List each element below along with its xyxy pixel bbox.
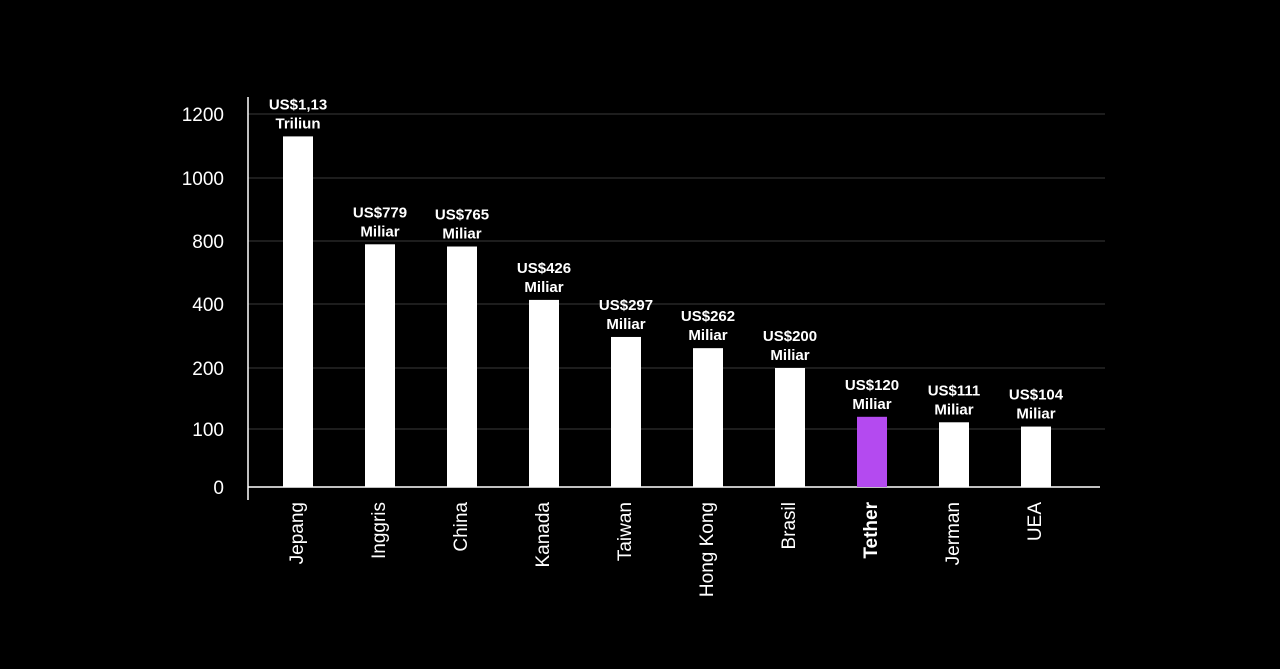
data-label-line: Miliar bbox=[360, 223, 399, 240]
data-label-line: US$297 bbox=[599, 297, 653, 314]
data-label-line: US$104 bbox=[1009, 387, 1064, 404]
data-label-line: Miliar bbox=[770, 347, 809, 364]
data-label-line: Triliun bbox=[276, 115, 321, 132]
category-label-jerman: Jerman bbox=[943, 502, 964, 565]
y-tick-label-1000: 1000 bbox=[182, 169, 224, 190]
data-label-line: US$779 bbox=[353, 204, 407, 221]
bar-kanada bbox=[529, 299, 559, 487]
data-label-line: Miliar bbox=[688, 327, 727, 344]
data-label-line: US$111 bbox=[928, 382, 981, 399]
bar-inggris bbox=[365, 244, 395, 487]
data-label-uea: US$104 Miliar bbox=[1009, 387, 1064, 423]
data-label-line: Miliar bbox=[934, 401, 973, 418]
data-label-line: US$1,13 bbox=[269, 96, 327, 113]
category-label-inggris: Inggris bbox=[369, 502, 390, 559]
data-label-line: Miliar bbox=[606, 316, 645, 333]
y-tick-labels: 0 100 200 400 800 1000 1200 bbox=[182, 105, 224, 499]
bar-uea bbox=[1021, 426, 1051, 487]
data-label-line: Miliar bbox=[1016, 406, 1055, 423]
bar-jerman bbox=[939, 422, 969, 487]
bar-hong-kong bbox=[693, 348, 723, 487]
y-tick-label-1200: 1200 bbox=[182, 105, 224, 126]
data-label-jepang: US$1,13 Triliun bbox=[269, 96, 327, 132]
data-label-hong-kong: US$262 Miliar bbox=[681, 308, 735, 344]
data-label-line: Miliar bbox=[852, 396, 891, 413]
category-label-uea: UEA bbox=[1025, 502, 1046, 541]
y-tick-label-200: 200 bbox=[192, 359, 224, 380]
data-label-china: US$765 Miliar bbox=[435, 207, 489, 243]
category-labels: Jepang Inggris China Kanada Taiwan Hong Kong B… bbox=[287, 501, 1046, 597]
bar-brasil bbox=[775, 368, 805, 487]
data-label-line: US$426 bbox=[517, 260, 571, 277]
data-label-line: Miliar bbox=[442, 226, 481, 243]
data-label-line: US$200 bbox=[763, 328, 817, 345]
y-tick-label-100: 100 bbox=[192, 420, 224, 441]
data-label-tether: US$120 Miliar bbox=[845, 377, 899, 413]
data-label-taiwan: US$297 Miliar bbox=[599, 297, 653, 333]
category-label-kanada: Kanada bbox=[533, 502, 554, 568]
category-label-taiwan: Taiwan bbox=[615, 502, 636, 561]
data-label-kanada: US$426 Miliar bbox=[517, 260, 571, 296]
y-tick-label-0: 0 bbox=[213, 478, 224, 499]
data-label-line: US$262 bbox=[681, 308, 735, 325]
category-label-tether: Tether bbox=[861, 501, 882, 558]
data-label-jerman: US$111 Miliar bbox=[928, 382, 981, 418]
category-label-brasil: Brasil bbox=[779, 502, 800, 550]
bar-jepang bbox=[283, 136, 313, 487]
category-label-hong-kong: Hong Kong bbox=[697, 502, 718, 597]
data-label-line: US$765 bbox=[435, 207, 489, 224]
y-tick-label-400: 400 bbox=[192, 295, 224, 316]
bar-tether bbox=[857, 416, 887, 487]
data-label-inggris: US$779 Miliar bbox=[353, 204, 407, 240]
data-label-line: Miliar bbox=[524, 279, 563, 296]
bar-taiwan bbox=[611, 336, 641, 487]
bars bbox=[283, 136, 1051, 487]
category-label-china: China bbox=[451, 502, 472, 552]
bar-china bbox=[447, 246, 477, 487]
data-label-line: US$120 bbox=[845, 377, 899, 394]
y-tick-label-800: 800 bbox=[192, 232, 224, 253]
data-label-brasil: US$200 Miliar bbox=[763, 328, 817, 364]
category-label-jepang: Jepang bbox=[287, 502, 308, 564]
